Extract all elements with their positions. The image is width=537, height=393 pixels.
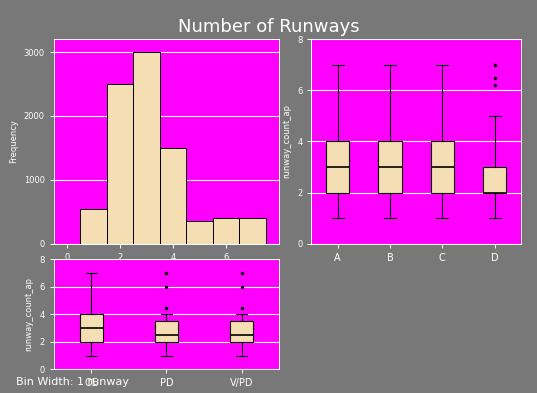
Bar [213, 218, 240, 244]
Bar [133, 52, 160, 244]
PathPatch shape [483, 167, 506, 193]
Y-axis label: runway_count_ap: runway_count_ap [282, 105, 292, 178]
Y-axis label: Frequency: Frequency [9, 119, 18, 163]
X-axis label: runway_count_ap: runway_count_ap [129, 267, 204, 276]
PathPatch shape [80, 314, 103, 342]
Bar [160, 148, 186, 244]
Bar [186, 221, 213, 244]
Text: Bin Width: 1 runway: Bin Width: 1 runway [16, 377, 129, 387]
PathPatch shape [378, 141, 402, 193]
Text: Number of Runways: Number of Runways [178, 18, 359, 36]
Y-axis label: runway_count_ap: runway_count_ap [25, 277, 34, 351]
Bar [107, 84, 133, 244]
PathPatch shape [326, 141, 350, 193]
Bar [240, 218, 266, 244]
PathPatch shape [431, 141, 454, 193]
Bar [80, 209, 107, 244]
PathPatch shape [155, 321, 178, 342]
PathPatch shape [230, 321, 253, 342]
